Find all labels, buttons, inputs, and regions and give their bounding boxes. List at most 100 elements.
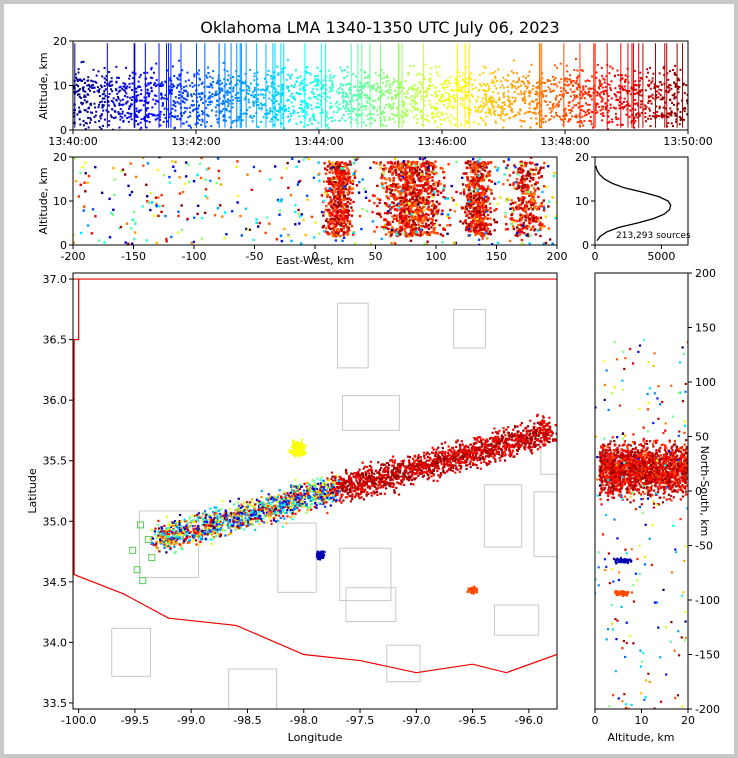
time-height-point bbox=[117, 111, 120, 114]
time-height-point bbox=[389, 92, 392, 95]
time-height-point bbox=[435, 94, 438, 97]
ew-point bbox=[185, 161, 188, 164]
ew-point bbox=[327, 182, 331, 186]
ew-point bbox=[531, 219, 535, 223]
ew-point bbox=[333, 177, 336, 180]
time-height-point bbox=[215, 94, 218, 97]
time-height-point bbox=[662, 67, 665, 70]
ew-point bbox=[525, 214, 529, 218]
time-height-point bbox=[173, 101, 176, 104]
time-height-point bbox=[385, 124, 388, 127]
ew-point bbox=[434, 212, 438, 216]
ew-point bbox=[529, 190, 532, 194]
ew-point bbox=[341, 191, 344, 194]
time-height-point bbox=[370, 122, 373, 125]
time-height-point bbox=[262, 116, 265, 119]
ew-point bbox=[432, 193, 436, 196]
time-height-point bbox=[287, 110, 290, 113]
time-height-point bbox=[197, 104, 200, 107]
time-height-point bbox=[608, 83, 611, 86]
time-height-point bbox=[639, 77, 642, 80]
ew-point bbox=[482, 166, 486, 169]
ew-point bbox=[484, 199, 487, 202]
ew-point bbox=[475, 230, 478, 234]
ew-point bbox=[433, 204, 437, 207]
time-height-point bbox=[520, 125, 523, 128]
ew-point bbox=[447, 163, 450, 166]
ew-point bbox=[476, 223, 480, 227]
time-height-point bbox=[103, 84, 106, 87]
time-height-point bbox=[500, 106, 503, 109]
ew-point bbox=[478, 227, 482, 230]
time-height-point bbox=[485, 104, 488, 107]
time-height-point bbox=[181, 122, 184, 125]
ew-point bbox=[477, 201, 480, 204]
time-height-point bbox=[559, 86, 562, 89]
time-height-point bbox=[401, 111, 404, 114]
time-height-point bbox=[588, 80, 591, 83]
time-height-point bbox=[208, 85, 211, 88]
ew-point bbox=[477, 184, 481, 187]
time-height-point bbox=[602, 112, 605, 115]
time-height-point bbox=[608, 72, 611, 75]
time-height-point bbox=[618, 91, 621, 94]
time-height-point bbox=[556, 66, 559, 69]
ew-point bbox=[479, 210, 483, 214]
time-height-point bbox=[406, 113, 409, 116]
time-height-point bbox=[510, 108, 513, 111]
time-height-point bbox=[413, 99, 416, 102]
time-height-point bbox=[657, 96, 660, 99]
time-height-point bbox=[648, 114, 651, 117]
time-height-point bbox=[231, 102, 234, 105]
ew-point bbox=[392, 185, 396, 188]
time-height-point bbox=[109, 85, 112, 88]
ew-point bbox=[471, 215, 474, 219]
time-height-point bbox=[156, 83, 159, 86]
time-height-point bbox=[174, 105, 177, 108]
time-height-point bbox=[208, 101, 211, 104]
ew-point bbox=[417, 227, 420, 230]
ew-point bbox=[403, 186, 406, 189]
ew-point bbox=[539, 203, 543, 206]
time-height-point bbox=[581, 69, 584, 72]
time-height-point bbox=[198, 77, 201, 80]
time-height-point bbox=[83, 109, 86, 112]
ew-point bbox=[469, 212, 472, 216]
time-height-point bbox=[257, 88, 260, 91]
time-height-point bbox=[137, 111, 140, 114]
time-height-point bbox=[594, 106, 597, 109]
ew-point bbox=[403, 211, 407, 214]
time-height-point bbox=[487, 100, 490, 103]
time-height-point bbox=[380, 111, 383, 114]
time-height-point bbox=[356, 114, 359, 117]
time-height-point bbox=[145, 113, 148, 116]
time-height-point bbox=[245, 113, 248, 116]
time-height-point bbox=[272, 115, 275, 118]
time-height-point bbox=[266, 85, 269, 88]
time-height-point bbox=[498, 96, 501, 99]
ew-point bbox=[160, 210, 163, 214]
time-height-point bbox=[185, 98, 188, 101]
time-height-point bbox=[193, 75, 196, 78]
ew-point bbox=[388, 179, 392, 182]
time-height-point bbox=[140, 118, 143, 121]
time-height-point bbox=[342, 114, 345, 117]
time-height-point bbox=[154, 102, 157, 105]
time-height-point bbox=[461, 97, 464, 100]
time-height-point bbox=[346, 103, 349, 106]
time-height-point bbox=[292, 95, 295, 98]
time-height-point bbox=[329, 86, 332, 89]
time-height-point bbox=[434, 107, 437, 110]
ew-point bbox=[158, 157, 161, 159]
time-height-point bbox=[635, 114, 638, 117]
time-height-point bbox=[675, 118, 678, 121]
ew-point bbox=[408, 219, 411, 222]
ew-point bbox=[391, 195, 394, 198]
ew-point bbox=[400, 170, 403, 174]
ew-point bbox=[334, 167, 337, 171]
ew-point bbox=[439, 182, 442, 186]
ew-point bbox=[390, 166, 393, 169]
ew-point bbox=[507, 197, 510, 200]
time-height-point bbox=[156, 114, 159, 117]
time-height-point bbox=[393, 80, 396, 83]
